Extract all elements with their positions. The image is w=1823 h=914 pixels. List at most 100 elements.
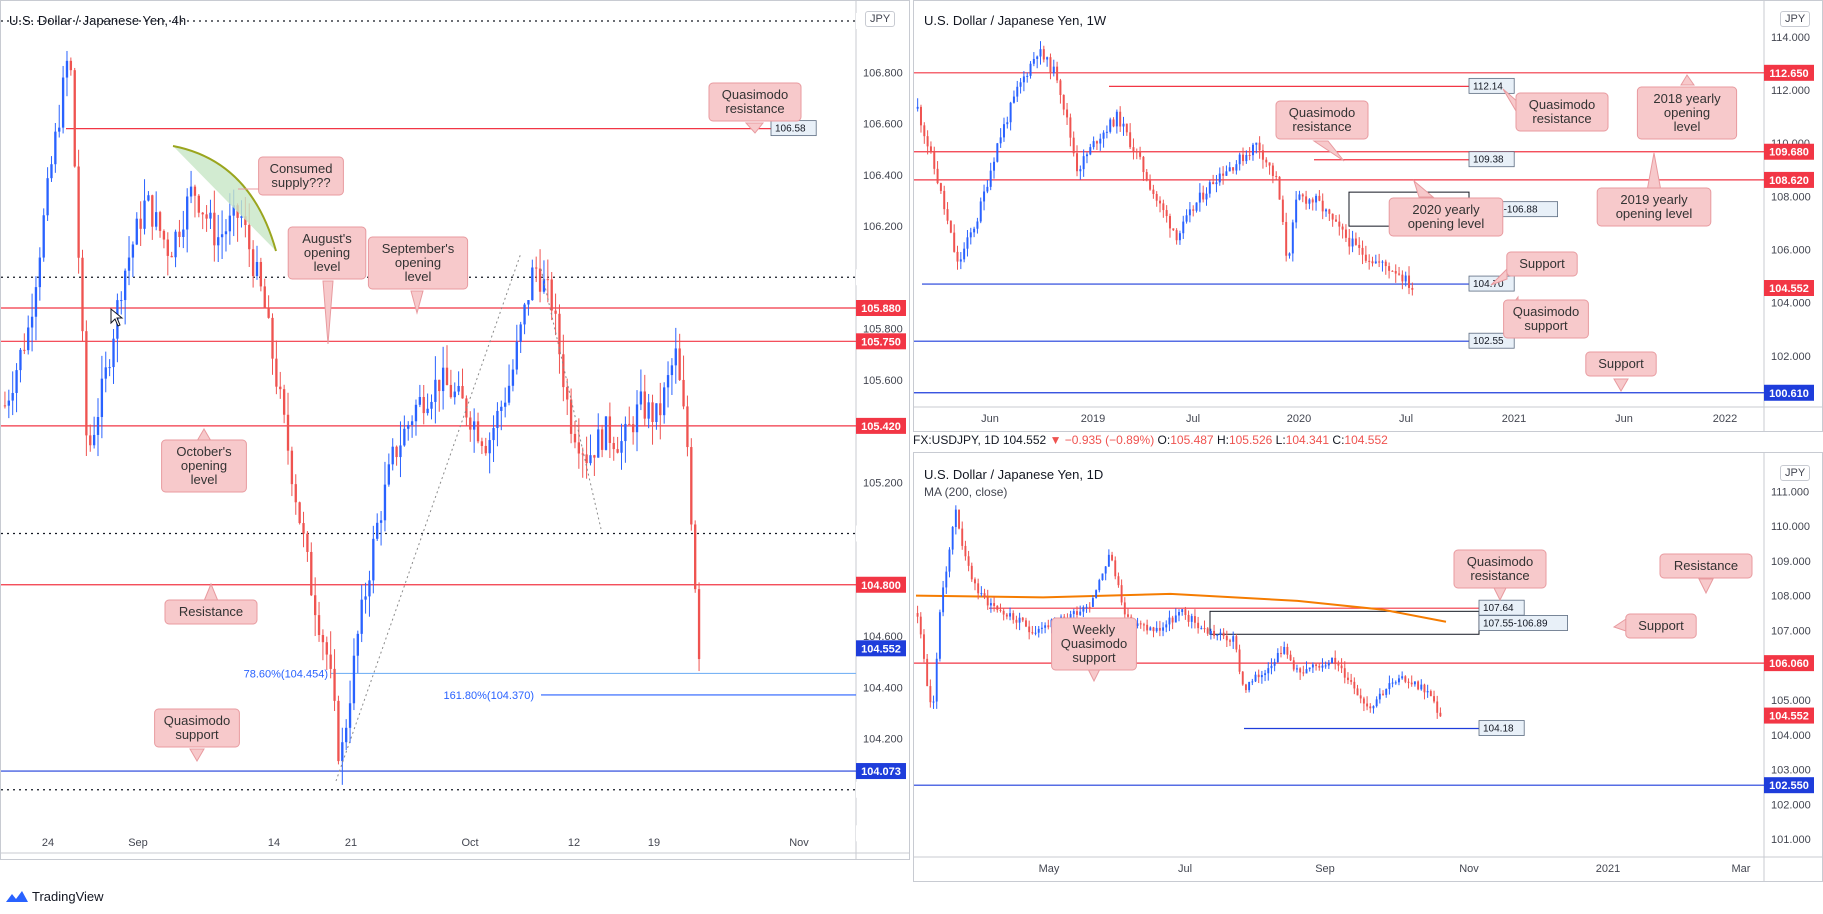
candle-1w	[1301, 194, 1304, 197]
x-tick: Sep	[128, 837, 148, 849]
candle-1d	[974, 579, 976, 584]
ohlc-bar: FX:USDJPY, 1D 104.552 ▼ −0.935 (−0.89%) …	[913, 433, 1388, 447]
candle-1w	[1092, 141, 1095, 148]
candle-4h	[286, 414, 290, 451]
candle-1w	[1099, 138, 1102, 144]
x-tick: 2021	[1502, 413, 1526, 425]
candle-4h	[178, 231, 181, 237]
candle-1w	[1139, 152, 1142, 157]
candle-1w	[1245, 154, 1248, 162]
candle-4h	[426, 408, 429, 414]
x-tick: Jul	[1186, 413, 1200, 425]
candle-1d	[1305, 669, 1308, 674]
chart-1d-title: U.S. Dollar / Japanese Yen, 1D	[924, 467, 1104, 482]
candle-1w	[1029, 63, 1032, 76]
candle-1w	[1178, 233, 1181, 241]
candle-1d	[1299, 668, 1302, 673]
price-label: 104.552	[1769, 283, 1809, 295]
candle-1w	[1135, 151, 1138, 153]
fib-label: 161.80%(104.370)	[443, 690, 534, 702]
y-tick: 104.000	[1771, 730, 1811, 742]
candle-1w	[1089, 147, 1092, 155]
chart-1w[interactable]: 114.000112.000110.000108.000106.000104.0…	[913, 0, 1823, 432]
annotation-2020-yearly-open-tail	[1413, 179, 1435, 198]
currency-badge[interactable]: JPY	[865, 11, 896, 27]
chart-1d-canvas[interactable]: 111.000 110.000 109.000 108.000 107.000 105.0…	[914, 453, 1823, 882]
candle-4h	[170, 255, 173, 258]
chart-1w-canvas[interactable]: 114.000112.000110.000108.000106.000104.0…	[914, 1, 1823, 432]
candle-1d	[1417, 681, 1420, 690]
currency-badge[interactable]: JPY	[1780, 11, 1811, 27]
chart-1d[interactable]: 111.000 110.000 109.000 108.000 107.000 105.0…	[913, 452, 1823, 882]
candle-1d	[1136, 623, 1139, 626]
annotation-quasimodo-resistance-2-tail	[1312, 140, 1345, 162]
candle-1d	[1104, 566, 1107, 574]
candle-1d	[1091, 598, 1094, 607]
annotation-weekly-quasimodo-support-text: Quasimodo	[1061, 636, 1127, 651]
candle-4h	[480, 441, 484, 446]
price-label-bg	[856, 300, 906, 316]
candle-1d	[1433, 696, 1435, 702]
candle-4h	[46, 178, 49, 216]
candle-1w	[1215, 182, 1218, 185]
candle-1w	[1188, 209, 1191, 216]
candle-1d	[964, 545, 967, 557]
annotation-quasimodo-support-text: support	[175, 727, 219, 742]
candle-1d	[1044, 625, 1047, 628]
candle-1w	[1076, 153, 1079, 172]
candle-4h	[550, 279, 553, 311]
candle-1d	[961, 528, 964, 546]
candle-1d	[1353, 681, 1356, 689]
candle-1d	[1012, 613, 1015, 620]
candle-4h	[635, 404, 639, 433]
candle-4h	[120, 300, 123, 302]
candle-1d	[1146, 624, 1149, 631]
candle-1d	[1362, 698, 1365, 704]
candle-1d	[1359, 695, 1362, 699]
currency-badge[interactable]: JPY	[1780, 465, 1811, 481]
x-tick: Jun	[981, 413, 999, 425]
candle-1w	[1315, 195, 1318, 203]
candle-1w	[1182, 221, 1185, 234]
y-tick: 106.800	[863, 67, 903, 79]
candle-1d	[1270, 665, 1273, 669]
candle-4h	[670, 365, 674, 376]
candle-1d	[1257, 674, 1260, 678]
annotation-quasimodo-resistance-text: Quasimodo	[1529, 97, 1595, 112]
candle-1w	[1205, 193, 1208, 200]
candle-1w	[1155, 193, 1158, 201]
candle-1d	[1423, 684, 1426, 693]
candle-1w	[1115, 111, 1118, 127]
candle-1w	[1354, 238, 1357, 245]
candle-1d	[1327, 663, 1330, 666]
x-tick: 2021	[1596, 863, 1620, 875]
candle-1d	[1219, 632, 1222, 635]
candle-4h	[616, 449, 619, 453]
candle-1w	[1308, 199, 1311, 204]
candle-4h	[27, 327, 30, 351]
candle-1w	[1162, 203, 1165, 211]
candle-1d	[1267, 668, 1270, 674]
candle-4h	[220, 234, 224, 238]
annotation-resistance-text: Resistance	[1674, 558, 1738, 573]
x-tick: Mar	[1732, 863, 1751, 875]
candle-4h	[201, 212, 204, 215]
price-label: 104.552	[1769, 711, 1809, 723]
candle-4h	[666, 375, 670, 388]
price-label: 104.000	[861, 828, 901, 840]
candle-1d	[1410, 682, 1413, 685]
candle-4h	[546, 279, 549, 281]
candle-4h	[7, 400, 10, 406]
candle-4h	[158, 212, 162, 231]
candle-1w	[956, 251, 959, 262]
candle-4h	[54, 131, 57, 165]
brand[interactable]: TradingView	[6, 889, 104, 904]
chart-4h-canvas[interactable]: 106.800 106.600 106.400 106.200 105.800 105.6…	[1, 1, 910, 860]
candle-1d	[1232, 636, 1235, 642]
candle-4h	[341, 742, 344, 762]
candle-1d	[1155, 627, 1158, 632]
ohlc-symbol: FX:USDJPY, 1D	[913, 433, 1000, 447]
y-tick: 108.000	[1771, 591, 1811, 603]
chart-4h[interactable]: 106.800 106.600 106.400 106.200 105.800 105.6…	[0, 0, 910, 860]
candle-1d	[1439, 712, 1442, 717]
